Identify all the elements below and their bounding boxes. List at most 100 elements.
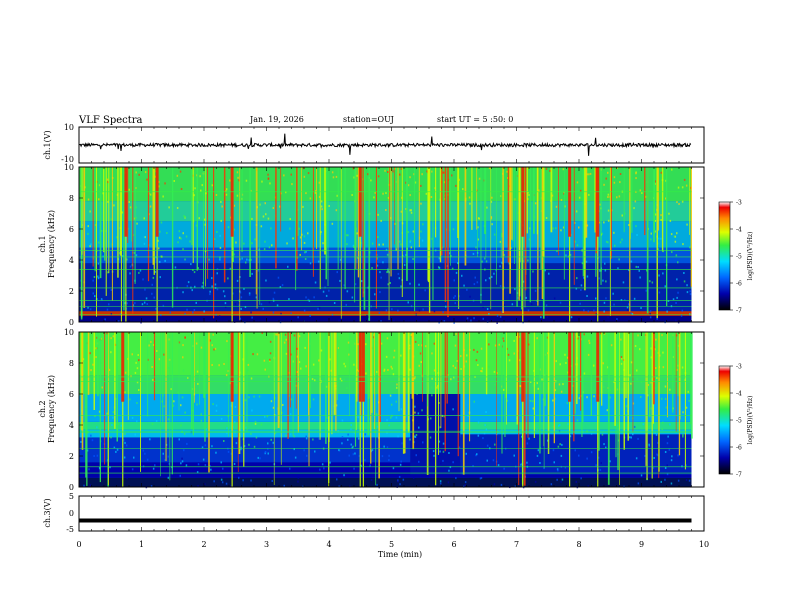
spectrogram-pixel (418, 460, 420, 463)
spectrogram-pixel (184, 411, 186, 414)
spectrogram-pixel (146, 178, 148, 181)
spectrogram-pixel (660, 219, 662, 221)
spectrogram-pixel (666, 464, 668, 467)
spectrogram-pixel (664, 285, 666, 288)
spectrogram-pixel (662, 272, 664, 275)
spectrogram-pixel (319, 468, 321, 471)
spectrogram-pixel (669, 388, 671, 391)
spectrogram-pixel (438, 440, 441, 443)
spectrogram-pixel (674, 240, 677, 243)
spectrogram-streak (537, 167, 539, 306)
spectrogram-streak (527, 332, 529, 438)
spectrogram-pixel (332, 176, 335, 179)
spectrogram-pixel (279, 286, 282, 289)
spectrogram-pixel (602, 386, 605, 389)
spectrogram-pixel (576, 277, 578, 280)
spectrogram-pixel (469, 202, 471, 205)
spectrogram-pixel (494, 383, 496, 386)
spectrogram-pixel (426, 170, 428, 173)
spectrogram-streak (191, 167, 193, 246)
spectrogram-pixel (419, 352, 422, 355)
spectrogram-streak (328, 332, 330, 442)
spectrogram-pixel (410, 246, 413, 249)
spectrogram-pixel (387, 196, 390, 199)
spectrogram-pixel (234, 421, 236, 424)
spectrogram-pixel (640, 396, 642, 398)
spectrogram-pixel (226, 340, 228, 343)
spectrogram-pixel (453, 376, 455, 379)
spectrogram-pixel (176, 207, 179, 209)
spectrogram-streak (256, 167, 258, 309)
spectrogram-pixel (674, 235, 677, 238)
spectrogram-burst (358, 167, 362, 237)
spectrogram-pixel (238, 179, 240, 182)
spectrogram-pixel (521, 462, 523, 465)
spectrogram-pixel (513, 352, 515, 355)
spectrogram-pixel (290, 398, 292, 401)
spectrogram-pixel (117, 423, 120, 425)
spectrogram-pixel (272, 406, 275, 409)
frequency-tick-label: 2 (69, 287, 74, 296)
spectrogram-pixel (321, 208, 323, 211)
spectrogram-pixel (456, 360, 459, 362)
spectrogram-pixel (490, 217, 493, 220)
spectrogram-pixel (236, 171, 239, 174)
spectrogram-pixel (415, 454, 417, 457)
spectrogram-pixel (386, 446, 389, 449)
spectrogram-streak (213, 167, 215, 319)
spectrogram-pixel (281, 284, 284, 287)
spectrogram-pixel (380, 342, 383, 345)
spectrogram-pixel (681, 465, 683, 468)
spectrogram-pixel (605, 446, 607, 449)
spectrogram-pixel (392, 373, 395, 376)
spectrogram-streak (521, 167, 523, 310)
spectrogram-pixel (168, 462, 170, 465)
spectrogram-pixel (650, 356, 653, 359)
spectrogram-streak (582, 167, 585, 277)
spectrogram-pixel (121, 211, 123, 214)
spectrogram-pixel (296, 347, 298, 350)
spectrogram-pixel (182, 248, 184, 251)
spectrogram-pixel (409, 176, 411, 179)
spectrogram-pixel (414, 340, 417, 343)
spectrogram-pixel (367, 173, 369, 176)
spectrogram-pixel (224, 302, 227, 305)
spectrogram-streak (103, 167, 105, 253)
spectrogram-pixel (89, 378, 91, 380)
spectrogram-streak (519, 167, 521, 263)
spectrogram-pixel (340, 379, 343, 382)
spectrogram-pixel (140, 379, 143, 382)
spectrogram-pixel (409, 368, 411, 371)
spectrogram-burst (124, 167, 128, 237)
spectrogram-pixel (658, 291, 661, 294)
spectrogram-pixel (253, 445, 256, 448)
spectrogram-pixel (566, 402, 569, 404)
spectrogram-pixel (314, 190, 317, 193)
spectrogram-pixel (267, 217, 270, 220)
spectrogram-pixel (579, 302, 581, 305)
spectrogram-pixel (477, 434, 480, 437)
spectrogram-streak (208, 332, 210, 473)
spectrogram-pixel (545, 167, 548, 170)
spectrogram-streak (614, 332, 616, 426)
spectrogram-pixel (475, 454, 477, 457)
spectrogram-pixel (98, 466, 101, 469)
spectrogram-streak (457, 332, 459, 457)
spectrogram-streak (378, 332, 380, 479)
spectrogram-pixel (485, 411, 487, 414)
spectrogram-pixel (567, 255, 570, 258)
spectrogram-pixel (503, 467, 505, 470)
spectrogram-pixel (431, 394, 433, 397)
spectrogram-streak (462, 332, 465, 475)
spectrogram-pixel (243, 445, 246, 448)
spectrogram-pixel (225, 188, 228, 191)
spectrogram-pixel (380, 219, 382, 222)
spectrogram-streak (646, 332, 648, 480)
spectrogram-pixel (576, 181, 579, 184)
spectrogram-streak (651, 332, 653, 479)
spectrogram-pixel (82, 289, 84, 292)
spectrogram-pixel (352, 453, 355, 456)
spectrogram-pixel (676, 368, 679, 371)
spectrogram-pixel (288, 298, 290, 301)
